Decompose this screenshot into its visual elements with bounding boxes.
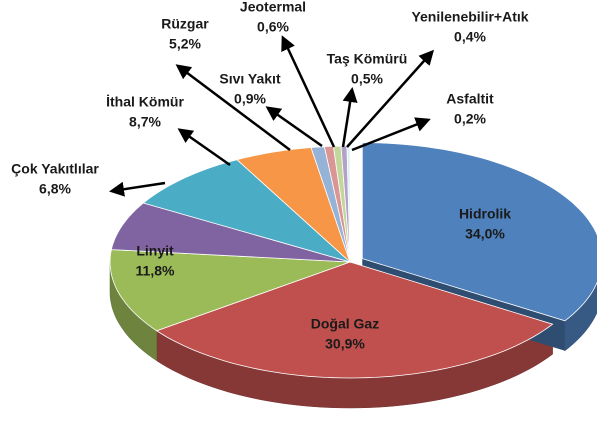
slice-name: Linyit	[136, 243, 174, 259]
slice	[236, 147, 351, 264]
slice-name: Sıvı Yakıt	[219, 71, 281, 87]
slice-value-label: 30,9%	[325, 336, 365, 352]
slice-name: Rüzgar	[161, 16, 209, 32]
slice-value-label: 6,8%	[39, 181, 71, 197]
slice	[142, 159, 351, 263]
slice	[361, 142, 597, 322]
leader-arrow	[109, 181, 166, 197]
slice-value-label: 5,2%	[169, 36, 201, 52]
leader-arrow	[265, 106, 323, 148]
slice-value-label: 11,8%	[136, 263, 175, 279]
slice-name: Doğal Gaz	[311, 316, 379, 332]
slice-value-label: 0,4%	[454, 29, 486, 45]
slice	[110, 202, 351, 263]
slice-name: Jeotermal	[240, 0, 306, 15]
slice	[109, 249, 351, 332]
slice-name: Çok Yakıtlılar	[11, 161, 99, 177]
leader-arrow	[351, 117, 431, 152]
slice-value-label: 0,5%	[351, 71, 383, 87]
slice	[155, 261, 554, 379]
slice-value-label: 0,2%	[454, 111, 486, 127]
leader-arrow	[346, 49, 435, 148]
slice-side	[564, 282, 597, 352]
slice-name: Taş Kömürü	[327, 51, 408, 67]
slice-name: Asfaltit	[446, 91, 494, 107]
leader-arrow	[281, 35, 336, 148]
slice-value-label: 34,0%	[465, 226, 505, 242]
slice-name: Hidrolik	[459, 206, 511, 222]
leader-arrow	[177, 128, 231, 167]
slice-value-label: 0,6%	[257, 19, 289, 35]
slice-value-label: 0,9%	[234, 91, 266, 107]
slice-value-label: 8,7%	[129, 114, 161, 130]
slice-name: İthal Kömür	[106, 94, 184, 110]
leader-arrow	[341, 87, 358, 148]
leader-arrow	[175, 64, 291, 151]
slice-name: Yenilenebilir+Atık	[411, 9, 528, 25]
